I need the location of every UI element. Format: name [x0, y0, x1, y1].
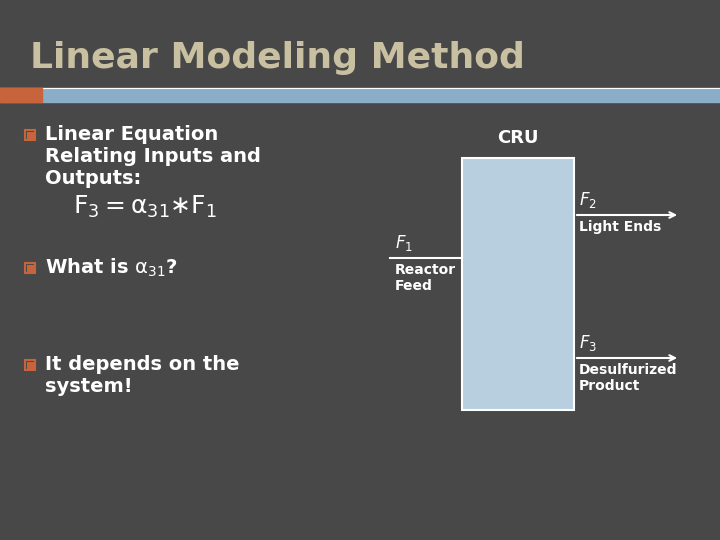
Text: $F_1$: $F_1$ — [395, 233, 413, 253]
Bar — [27, 361, 34, 368]
Text: Linear Modeling Method: Linear Modeling Method — [30, 41, 525, 75]
Bar — [27, 265, 34, 272]
Text: It depends on the: It depends on the — [45, 355, 240, 375]
Text: $\mathsf{F_3 =\alpha_{31}{\ast}F_1}$: $\mathsf{F_3 =\alpha_{31}{\ast}F_1}$ — [73, 194, 217, 220]
Bar — [0, 88, 720, 102]
Text: $F_3$: $F_3$ — [579, 333, 597, 353]
Text: Outputs:: Outputs: — [45, 170, 141, 188]
Text: $F_2$: $F_2$ — [579, 190, 597, 210]
Text: Relating Inputs and: Relating Inputs and — [45, 147, 261, 166]
Text: Desulfurized
Product: Desulfurized Product — [579, 363, 678, 393]
Bar — [25, 263, 35, 273]
Text: CRU: CRU — [498, 129, 539, 147]
Text: What is $\mathsf{\alpha_{31}}$?: What is $\mathsf{\alpha_{31}}$? — [45, 257, 178, 279]
Bar — [0, 88, 42, 102]
Text: Light Ends: Light Ends — [579, 220, 661, 234]
Bar — [462, 158, 574, 410]
Text: system!: system! — [45, 377, 132, 396]
Bar — [25, 360, 35, 370]
Text: Linear Equation: Linear Equation — [45, 125, 218, 145]
Text: Reactor
Feed: Reactor Feed — [395, 263, 456, 293]
Bar — [25, 130, 35, 140]
Bar — [27, 132, 34, 138]
